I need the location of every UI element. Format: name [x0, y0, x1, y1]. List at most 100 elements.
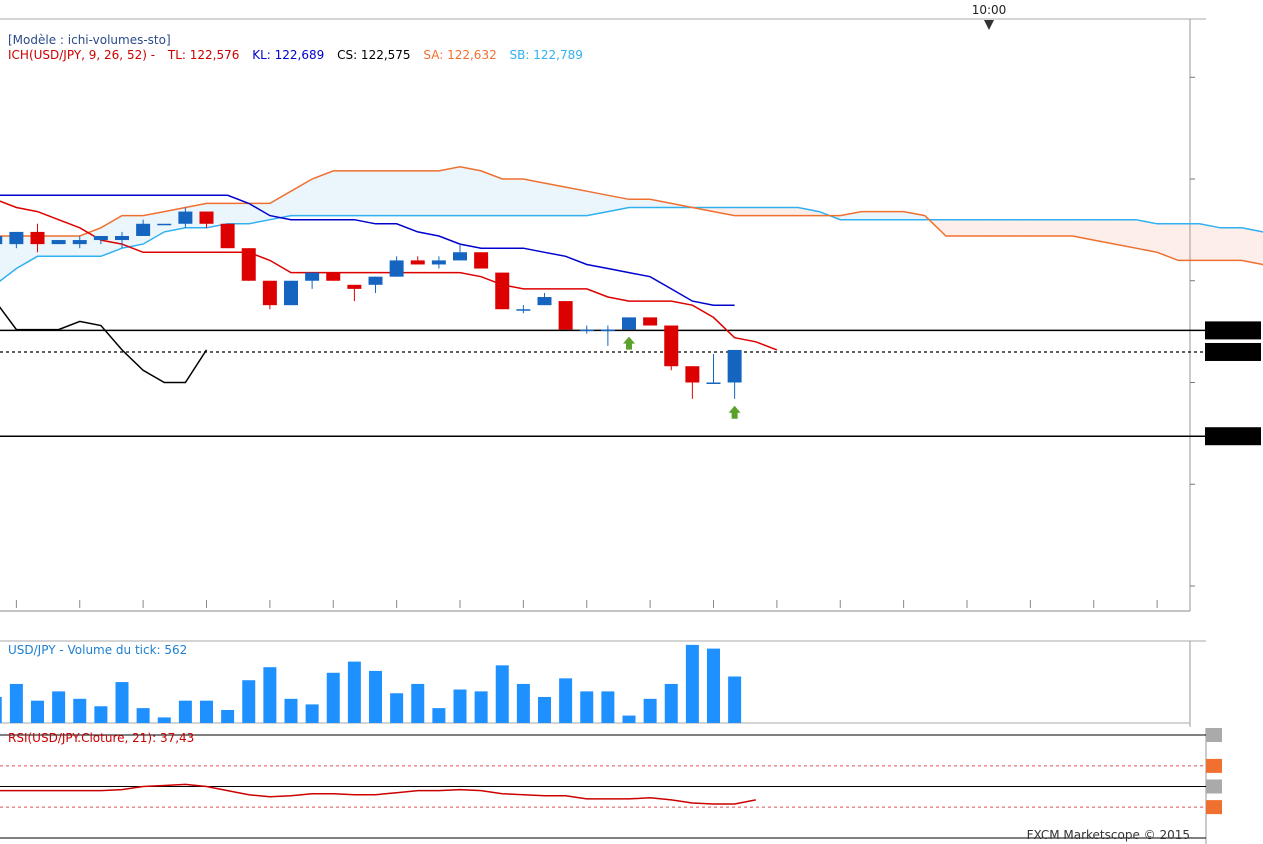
ichimoku-legend: ICH(USD/JPY, 9, 26, 52) - TL: 122,576 KL…	[8, 48, 583, 62]
cloud-segment	[1136, 219, 1158, 253]
time-marker-triangle-icon[interactable]	[984, 20, 994, 30]
footer-brand: FXCM Marketscope © 2015	[1027, 828, 1190, 842]
cloud-segment	[713, 207, 735, 216]
cloud-segment	[0, 235, 17, 282]
volume-bar	[347, 661, 361, 723]
cloud-segment	[1030, 219, 1052, 236]
cloud-segment	[1072, 219, 1094, 241]
candle-body-up	[727, 349, 742, 383]
candle-body-up	[284, 280, 298, 306]
cloud-segment	[1220, 227, 1242, 261]
volume-bar	[411, 683, 425, 723]
candle-body-up	[537, 297, 552, 306]
rsi-label: RSI(USD/JPY.Cloture, 21): 37,43	[8, 731, 194, 745]
cloud-segment	[481, 170, 503, 216]
bottom-time-axis	[15, 600, 1158, 608]
candle-body-up	[136, 223, 151, 236]
rsi-panel-plot	[0, 728, 1222, 839]
volume-bar	[664, 683, 678, 723]
ichimoku-legend-kl: KL: 122,689	[252, 48, 324, 62]
ichimoku-legend-sa: SA: 122,632	[423, 48, 496, 62]
volume-bar	[9, 683, 23, 723]
candle-body-up	[431, 260, 446, 265]
cloud-segment	[988, 219, 1010, 236]
volume-bar	[157, 717, 171, 723]
candle-body-down	[241, 248, 256, 281]
cloud-segment	[333, 170, 355, 216]
candle-body-down	[558, 301, 573, 330]
candle-body-up	[178, 211, 193, 224]
candle-body-up	[93, 235, 108, 241]
horizontal-levels	[0, 321, 1261, 446]
lower-level-badge	[1205, 427, 1261, 446]
candle-body-down	[495, 272, 510, 310]
cloud-segment	[1199, 223, 1221, 261]
template-label: [Modèle : ichi-volumes-sto]	[8, 33, 171, 47]
volume-bar	[305, 704, 319, 723]
volume-bar	[115, 682, 129, 723]
cloud-segment	[460, 166, 482, 216]
candle-body-up	[9, 231, 24, 245]
candle-body-down	[220, 223, 235, 249]
cloud-segment	[438, 166, 460, 216]
volume-bar	[284, 698, 298, 723]
rsi-line	[0, 783, 756, 805]
volume-bar	[728, 676, 742, 723]
volume-bar	[643, 698, 657, 723]
volume-bar	[326, 672, 340, 723]
candle-body-up	[157, 223, 172, 226]
candle-body-down	[30, 231, 45, 245]
volume-bar	[136, 708, 150, 723]
candle-body-down	[199, 211, 214, 224]
cloud-segment	[312, 170, 334, 216]
volume-bar	[369, 670, 382, 723]
rsi-level-badge	[1206, 728, 1222, 742]
volume-bar	[73, 698, 87, 723]
rsi-level-badge	[1206, 758, 1222, 773]
signal-markers	[623, 336, 741, 419]
volume-bar	[242, 680, 256, 723]
cloud-segment	[607, 195, 629, 212]
cloud-segment	[1241, 227, 1263, 265]
cloud-segment	[375, 170, 397, 216]
cloud-segment	[544, 183, 566, 216]
cloud-segment	[1093, 219, 1115, 245]
cloud-segment	[227, 203, 249, 224]
ichimoku-legend-prefix: ICH(USD/JPY, 9, 26, 52) -	[8, 48, 155, 62]
candle-body-up	[305, 272, 320, 281]
cloud-segment	[523, 179, 545, 216]
volume-bar	[31, 700, 44, 723]
cloud-segment	[1157, 223, 1179, 261]
rsi-level-badge	[1206, 779, 1222, 794]
volume-bar	[559, 678, 573, 723]
cloud-segment	[945, 219, 967, 236]
volume-bar	[390, 693, 404, 723]
candle-body-up	[115, 235, 129, 241]
volume-bar	[495, 665, 509, 723]
senkou-span-a-line	[0, 166, 1263, 266]
chikou-span-line	[0, 306, 208, 384]
cloud-segment	[1114, 219, 1136, 249]
volume-bar	[453, 689, 467, 723]
ichimoku-legend-sb: SB: 122,789	[510, 48, 583, 62]
tenkan-sen-line	[0, 200, 778, 351]
cloud-segment	[417, 170, 439, 216]
rsi-level-badge	[1206, 800, 1222, 815]
candle-body-down	[474, 252, 489, 269]
candle-body-down	[643, 317, 658, 326]
candle-body-up	[453, 252, 467, 261]
candle-body-down	[326, 272, 341, 281]
cloud-segment	[629, 199, 651, 208]
candle-body-down	[664, 325, 679, 367]
cloud-segment	[269, 191, 291, 220]
upper-level-badge	[1205, 321, 1261, 340]
volume-bar	[707, 648, 720, 723]
candle-body-up	[579, 329, 594, 332]
cloud-segment	[248, 203, 270, 224]
cloud-segment	[1051, 219, 1073, 236]
candle-body-down	[347, 284, 362, 289]
price-axis-ticks	[1190, 76, 1195, 587]
candle-body-up	[51, 240, 66, 245]
cloud-segment	[100, 215, 122, 257]
